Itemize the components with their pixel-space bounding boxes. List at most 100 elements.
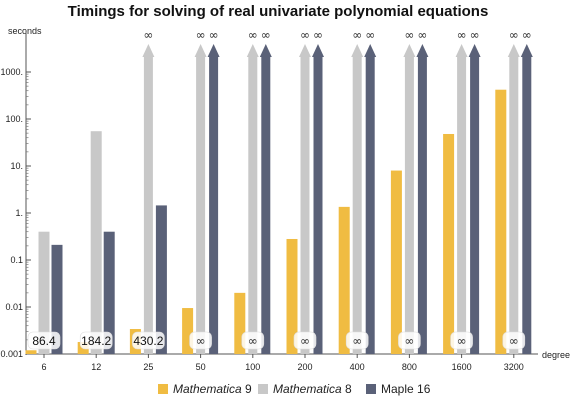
bar: [103, 231, 115, 354]
legend-label: Mathematica 9: [173, 382, 252, 396]
legend: Mathematica 9 Mathematica 8 Maple 16: [158, 382, 431, 396]
y-tick-label: 0.001: [0, 349, 23, 359]
bar: [209, 56, 219, 354]
infinity-label: ∞: [457, 28, 467, 42]
bar: [509, 56, 519, 354]
legend-swatch: [258, 384, 268, 394]
infinity-label: ∞: [209, 28, 219, 42]
infinity-label: ∞: [300, 28, 310, 42]
bar-arrowhead: [246, 44, 259, 57]
y-tick-label: 0.01: [5, 302, 23, 312]
x-tick-label: 200: [297, 362, 312, 372]
bar-arrowhead: [520, 44, 533, 57]
x-tick-label: 800: [402, 362, 417, 372]
x-axis-label: degree: [542, 350, 570, 360]
bar: [495, 89, 507, 355]
bar-arrowhead: [468, 44, 481, 57]
ratio-label-box: [502, 331, 526, 350]
ratio-label-box: [79, 331, 113, 350]
bar-arrowhead: [312, 44, 324, 57]
y-tick-label: 0.1: [10, 255, 23, 265]
ratio-label: ∞: [196, 334, 206, 348]
infinity-label: ∞: [522, 28, 532, 42]
chart-title: Timings for solving of real univariate p…: [68, 3, 489, 20]
bar: [196, 56, 206, 354]
bar: [338, 206, 350, 354]
infinity-label: ∞: [509, 28, 519, 42]
x-tick-label: 400: [350, 362, 365, 372]
bar: [51, 244, 63, 354]
ratio-label: ∞: [509, 334, 519, 348]
ratio-label: 184.2: [81, 334, 111, 348]
y-tick-label: 1.: [15, 208, 23, 218]
ratio-label-box: [293, 331, 317, 350]
bar-arrowhead: [194, 44, 207, 57]
ratio-label-box: [27, 331, 61, 350]
bar-arrowhead: [403, 44, 416, 57]
ratio-label-box: [241, 331, 265, 350]
bar-arrowhead: [207, 44, 220, 57]
plot-area: 0.001 0.01 0.1 1. 10. 100. 1000. 6 86.4 12 184.2 ∞ 2…: [0, 28, 538, 372]
infinity-label: ∞: [248, 28, 258, 42]
ratio-label: ∞: [248, 334, 258, 348]
bar: [90, 131, 102, 354]
bar-arrowhead: [142, 44, 155, 57]
ratio-label: 430.2: [133, 334, 163, 348]
ratio-label: ∞: [404, 334, 414, 348]
bar-arrowhead: [455, 44, 468, 57]
bar: [261, 56, 271, 354]
bar-arrowhead: [364, 44, 377, 57]
infinity-label: ∞: [143, 28, 153, 42]
ratio-label-box: [132, 331, 165, 350]
infinity-label: ∞: [313, 28, 323, 42]
bar: [470, 56, 480, 354]
x-tick-label: 3200: [504, 362, 524, 372]
legend-label: Maple 16: [381, 382, 431, 396]
bar-arrowhead: [416, 44, 429, 57]
y-axis-label: seconds: [8, 26, 42, 36]
infinity-label: ∞: [352, 28, 362, 42]
bar: [313, 56, 323, 354]
bar: [417, 56, 427, 354]
bar: [248, 56, 258, 354]
y-tick-label: 100.: [5, 114, 23, 124]
bar: [457, 56, 467, 354]
ratio-label: ∞: [352, 334, 362, 348]
bar: [365, 56, 375, 354]
x-tick-label: 50: [196, 362, 206, 372]
ratio-label-box: [345, 331, 369, 350]
ratio-label: ∞: [300, 334, 310, 348]
infinity-label: ∞: [261, 28, 271, 42]
ratio-label: ∞: [457, 334, 467, 348]
bar-arrowhead: [351, 44, 364, 57]
x-tick-label: 100: [245, 362, 260, 372]
x-tick-label: 12: [91, 362, 101, 372]
bar: [352, 56, 362, 354]
bar-arrowhead: [259, 44, 272, 57]
legend-label: Mathematica 8: [273, 382, 352, 396]
legend-swatch: [158, 384, 168, 394]
x-tick-label: 25: [143, 362, 153, 372]
ratio-label-box: [450, 331, 473, 350]
infinity-label: ∞: [470, 28, 480, 42]
bar: [25, 350, 37, 354]
bar: [234, 292, 246, 354]
infinity-label: ∞: [365, 28, 375, 42]
bar: [300, 56, 310, 354]
bar: [143, 56, 153, 354]
bar-arrowhead: [299, 44, 311, 57]
x-tick-label: 1600: [452, 362, 472, 372]
bar: [155, 205, 167, 354]
x-tick-label: 6: [41, 362, 46, 372]
bar: [182, 308, 194, 354]
y-tick-label: 10.: [10, 161, 23, 171]
legend-swatch: [366, 384, 376, 394]
bar: [38, 231, 50, 354]
bar: [390, 170, 402, 354]
ratio-label-box: [189, 331, 212, 350]
infinity-label: ∞: [417, 28, 427, 42]
ratio-label: 86.4: [32, 334, 56, 348]
infinity-label: ∞: [404, 28, 414, 42]
infinity-label: ∞: [196, 28, 206, 42]
